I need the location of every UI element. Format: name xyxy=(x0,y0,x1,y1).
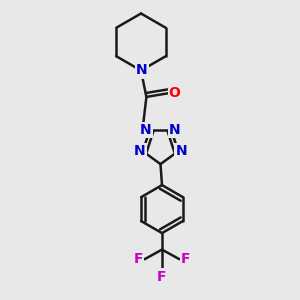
Text: N: N xyxy=(134,144,146,158)
Text: F: F xyxy=(181,252,190,266)
Text: N: N xyxy=(140,123,152,137)
Text: F: F xyxy=(157,270,167,283)
Text: F: F xyxy=(134,252,143,266)
Text: N: N xyxy=(169,123,181,137)
Text: O: O xyxy=(169,86,181,100)
Text: N: N xyxy=(176,144,187,158)
Text: N: N xyxy=(136,64,147,77)
